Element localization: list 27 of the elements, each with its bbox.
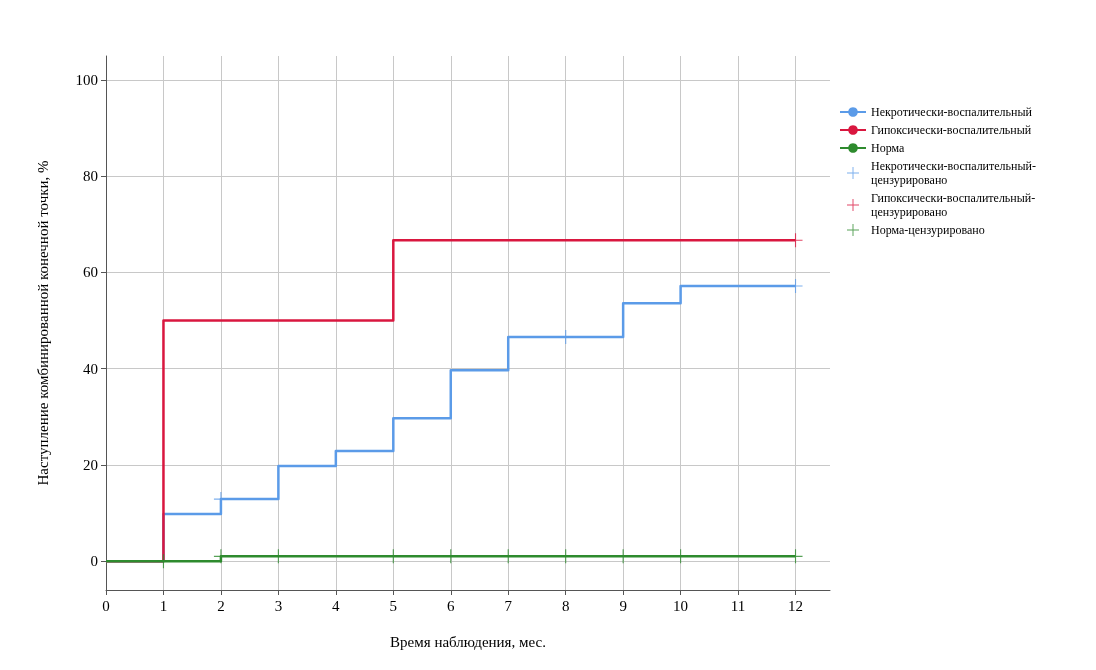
legend-label: Гипоксически-воспалительный	[871, 123, 1032, 137]
x-tick-label: 5	[389, 597, 398, 614]
legend-label: Норма	[871, 141, 905, 155]
x-tick-label: 4	[332, 597, 341, 614]
y-tick-label: 60	[83, 264, 98, 281]
y-tick-label: 40	[83, 360, 98, 377]
x-axis-title: Время наблюдения, мес.	[390, 633, 546, 650]
legend-label: Некротически-воспалительный	[871, 105, 1033, 119]
x-tick-label: 10	[673, 597, 689, 614]
x-tick-label: 12	[788, 597, 804, 614]
y-tick-label: 0	[90, 553, 98, 570]
x-tick-label: 9	[619, 597, 627, 614]
x-tick-label: 3	[274, 597, 283, 614]
x-tick-label: 1	[159, 597, 168, 614]
legend-label: Некротически-воспалительный-цензурировано	[871, 159, 1036, 187]
y-tick-label: 80	[83, 168, 98, 185]
legend-label: Гипоксически-воспалительный-цензурировано	[871, 191, 1036, 219]
x-tick-label: 11	[730, 597, 746, 614]
y-tick-label: 20	[83, 456, 98, 473]
x-tick-label: 6	[447, 597, 456, 614]
x-tick-label: 0	[102, 597, 110, 614]
x-tick-label: 8	[561, 597, 570, 614]
x-tick-label: 2	[217, 597, 225, 614]
x-tick-label: 7	[504, 597, 513, 614]
legend-label: Норма-цензурировано	[871, 223, 985, 237]
y-tick-label: 100	[75, 72, 98, 89]
y-axis-title: Наступление комбинированной конечной точки, %	[34, 160, 51, 486]
